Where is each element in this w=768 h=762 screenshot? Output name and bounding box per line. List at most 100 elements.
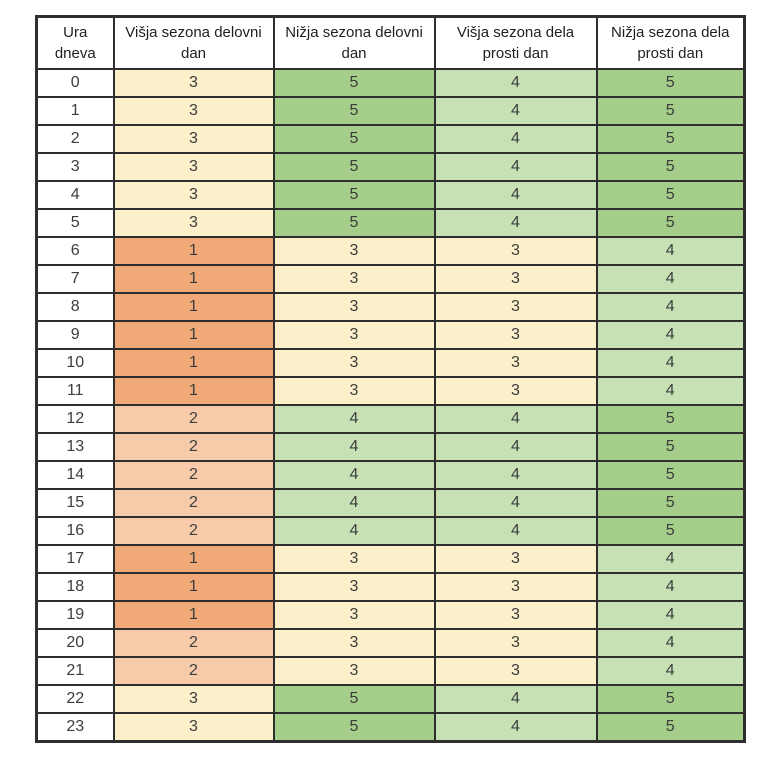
- tariff-value-cell: 5: [272, 124, 436, 154]
- hour-cell: 6: [35, 236, 115, 266]
- tariff-value-cell: 5: [272, 96, 436, 126]
- tariff-value-cell: 3: [272, 628, 436, 658]
- tariff-value-cell: 5: [595, 68, 746, 98]
- tariff-value-cell: 4: [272, 488, 436, 518]
- tariff-value-cell: 4: [433, 96, 598, 126]
- tariff-value-cell: 4: [433, 432, 598, 462]
- tariff-value-cell: 1: [112, 236, 275, 266]
- tariff-value-cell: 4: [595, 600, 746, 630]
- tariff-value-cell: 2: [112, 656, 275, 686]
- hour-cell: 13: [35, 432, 115, 462]
- hour-cell: 11: [35, 376, 115, 406]
- tariff-value-cell: 5: [595, 460, 746, 490]
- tariff-value-cell: 4: [272, 432, 436, 462]
- tariff-value-cell: 4: [595, 544, 746, 574]
- tariff-value-cell: 3: [272, 292, 436, 322]
- tariff-value-cell: 2: [112, 516, 275, 546]
- table-row: 22 3 5 4 5: [35, 684, 746, 714]
- hour-cell: 12: [35, 404, 115, 434]
- table-row: 23 3 5 4 5: [35, 712, 746, 743]
- tariff-value-cell: 3: [272, 376, 436, 406]
- tariff-value-cell: 5: [595, 712, 746, 743]
- tariff-value-cell: 4: [433, 124, 598, 154]
- tariff-value-cell: 3: [112, 68, 275, 98]
- tariff-value-cell: 3: [433, 628, 598, 658]
- hour-cell: 14: [35, 460, 115, 490]
- tariff-table: Ura dneva Višja sezona delovni dan Nižja…: [35, 15, 746, 743]
- tariff-value-cell: 3: [433, 236, 598, 266]
- hour-cell: 18: [35, 572, 115, 602]
- header-low-season-workday: Nižja sezona delovni dan: [272, 15, 436, 70]
- tariff-value-cell: 5: [595, 488, 746, 518]
- table-row: 11 1 3 3 4: [35, 376, 746, 406]
- tariff-value-cell: 4: [272, 460, 436, 490]
- tariff-value-cell: 5: [595, 432, 746, 462]
- hour-cell: 10: [35, 348, 115, 378]
- hour-cell: 17: [35, 544, 115, 574]
- tariff-value-cell: 5: [595, 152, 746, 182]
- tariff-value-cell: 4: [595, 264, 746, 294]
- tariff-value-cell: 4: [272, 516, 436, 546]
- hour-cell: 2: [35, 124, 115, 154]
- tariff-value-cell: 2: [112, 460, 275, 490]
- hour-cell: 8: [35, 292, 115, 322]
- tariff-value-cell: 4: [433, 488, 598, 518]
- tariff-value-cell: 3: [272, 572, 436, 602]
- tariff-value-cell: 4: [433, 180, 598, 210]
- tariff-value-cell: 3: [433, 348, 598, 378]
- tariff-value-cell: 3: [112, 180, 275, 210]
- tariff-value-cell: 5: [595, 180, 746, 210]
- table-header-row: Ura dneva Višja sezona delovni dan Nižja…: [35, 15, 746, 70]
- table-row: 12 2 4 4 5: [35, 404, 746, 434]
- tariff-value-cell: 5: [272, 68, 436, 98]
- tariff-value-cell: 4: [433, 712, 598, 743]
- tariff-value-cell: 5: [595, 684, 746, 714]
- hour-cell: 7: [35, 264, 115, 294]
- tariff-value-cell: 1: [112, 320, 275, 350]
- hour-cell: 5: [35, 208, 115, 238]
- table-row: 16 2 4 4 5: [35, 516, 746, 546]
- table-row: 17 1 3 3 4: [35, 544, 746, 574]
- tariff-value-cell: 4: [595, 628, 746, 658]
- header-high-season-freeday: Višja sezona dela prosti dan: [433, 15, 598, 70]
- tariff-value-cell: 3: [433, 376, 598, 406]
- tariff-value-cell: 5: [272, 712, 436, 743]
- hour-cell: 19: [35, 600, 115, 630]
- hour-cell: 20: [35, 628, 115, 658]
- tariff-value-cell: 5: [595, 96, 746, 126]
- tariff-value-cell: 4: [272, 404, 436, 434]
- hour-cell: 21: [35, 656, 115, 686]
- tariff-value-cell: 1: [112, 264, 275, 294]
- tariff-value-cell: 3: [272, 656, 436, 686]
- tariff-value-cell: 3: [433, 264, 598, 294]
- hour-cell: 1: [35, 96, 115, 126]
- header-hour-of-day: Ura dneva: [35, 15, 115, 70]
- header-high-season-workday: Višja sezona delovni dan: [112, 15, 275, 70]
- tariff-value-cell: 2: [112, 404, 275, 434]
- tariff-value-cell: 1: [112, 600, 275, 630]
- hour-cell: 15: [35, 488, 115, 518]
- tariff-value-cell: 3: [112, 124, 275, 154]
- tariff-value-cell: 5: [595, 124, 746, 154]
- tariff-value-cell: 5: [272, 180, 436, 210]
- tariff-value-cell: 4: [595, 348, 746, 378]
- tariff-value-cell: 3: [272, 320, 436, 350]
- hour-cell: 0: [35, 68, 115, 98]
- table-row: 19 1 3 3 4: [35, 600, 746, 630]
- tariff-value-cell: 4: [433, 152, 598, 182]
- table-row: 13 2 4 4 5: [35, 432, 746, 462]
- tariff-value-cell: 3: [433, 600, 598, 630]
- tariff-value-cell: 4: [595, 236, 746, 266]
- tariff-value-cell: 5: [595, 516, 746, 546]
- tariff-value-cell: 3: [272, 348, 436, 378]
- tariff-value-cell: 4: [433, 460, 598, 490]
- tariff-value-cell: 4: [433, 208, 598, 238]
